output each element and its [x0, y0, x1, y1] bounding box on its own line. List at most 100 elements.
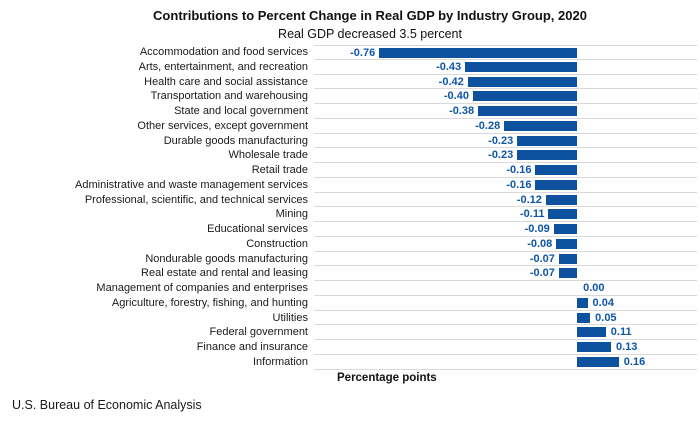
chart-row: Accommodation and food services -0.76: [0, 45, 697, 60]
row-plot-area: 0.04: [314, 296, 697, 311]
chart-row: Arts, entertainment, and recreation -0.43: [0, 60, 697, 75]
category-label: Federal government: [209, 326, 308, 339]
bar: [558, 253, 578, 264]
value-label: -0.23: [488, 134, 514, 147]
category-label: Arts, entertainment, and recreation: [138, 60, 308, 73]
chart-row: Health care and social assistance -0.42: [0, 75, 697, 90]
category-label: State and local government: [174, 105, 308, 117]
chart-row: Educational services -0.09: [0, 222, 697, 237]
chart-row: Information 0.16: [0, 355, 697, 370]
value-label: 0.11: [610, 326, 632, 339]
bar: [535, 179, 578, 190]
bar: [553, 224, 578, 234]
category-label: Wholesale trade: [228, 149, 309, 162]
category-label: Management of companies and enterprises: [96, 282, 308, 294]
value-label: -0.38: [449, 105, 475, 117]
category-label: Educational services: [207, 223, 308, 235]
chart-row: Construction -0.08: [0, 237, 697, 252]
bar: [548, 209, 578, 220]
row-plot-area: -0.38: [314, 104, 697, 119]
category-label: Agriculture, forestry, fishing, and hunt…: [111, 296, 308, 309]
value-label: 0.00: [583, 282, 605, 294]
value-label: 0.04: [592, 296, 614, 309]
chart-row: Nondurable goods manufacturing -0.07: [0, 252, 697, 267]
source-note: U.S. Bureau of Economic Analysis: [12, 398, 202, 412]
chart-row: State and local government -0.38: [0, 104, 697, 119]
row-plot-area: -0.28: [314, 119, 697, 134]
row-plot-area: -0.07: [314, 266, 697, 281]
value-label: -0.11: [520, 208, 545, 221]
row-plot-area: -0.09: [314, 222, 697, 237]
value-label: -0.40: [443, 90, 469, 103]
bar: [545, 194, 578, 205]
bar: [465, 61, 578, 72]
category-label: Mining: [275, 208, 308, 221]
value-label: -0.12: [516, 193, 542, 206]
row-plot-area: -0.40: [314, 89, 697, 104]
bar: [535, 165, 578, 175]
category-label: Finance and insurance: [196, 341, 308, 353]
bar: [577, 297, 588, 308]
value-label: -0.16: [506, 178, 532, 191]
bar: [478, 106, 578, 116]
row-plot-area: 0.13: [314, 340, 697, 355]
chart-row: Management of companies and enterprises 0…: [0, 281, 697, 296]
category-label: Utilities: [272, 311, 308, 324]
chart-row: Finance and insurance 0.13: [0, 340, 697, 355]
chart-row: Wholesale trade -0.23: [0, 148, 697, 163]
bar: [517, 135, 578, 146]
bar: [467, 76, 578, 87]
row-plot-area: 0.05: [314, 311, 697, 326]
bar: [577, 356, 619, 367]
category-label: Nondurable goods manufacturing: [145, 252, 308, 265]
row-plot-area: -0.07: [314, 252, 697, 267]
value-label: -0.07: [529, 267, 555, 280]
value-label: -0.28: [475, 119, 501, 132]
row-plot-area: -0.11: [314, 207, 697, 222]
chart-row: Retail trade -0.16: [0, 163, 697, 178]
chart-row: Real estate and rental and leasing -0.07: [0, 266, 697, 281]
value-label: 0.13: [615, 341, 638, 353]
row-plot-area: -0.76: [314, 45, 697, 60]
bar: [577, 342, 611, 352]
value-label: -0.76: [350, 47, 376, 59]
bar: [379, 48, 578, 58]
chart-subtitle: Real GDP decreased 3.5 percent: [278, 27, 462, 41]
chart-row: Agriculture, forestry, fishing, and hunt…: [0, 296, 697, 311]
row-plot-area: -0.12: [314, 193, 697, 208]
value-label: -0.07: [529, 252, 555, 265]
bar: [556, 238, 578, 249]
chart-row: Professional, scientific, and technical …: [0, 193, 697, 208]
row-plot-area: -0.43: [314, 60, 697, 75]
category-label: Information: [252, 355, 308, 368]
chart-row: Administrative and waste management serv…: [0, 178, 697, 193]
value-label: -0.43: [436, 60, 462, 73]
chart-row: Durable goods manufacturing -0.23: [0, 134, 697, 149]
value-label: -0.23: [488, 149, 514, 162]
value-label: 0.05: [595, 311, 617, 324]
bar-chart-plot-area: Accommodation and food services -0.76 Arts…: [0, 45, 697, 370]
category-label: Other services, except government: [137, 119, 308, 132]
chart-row: Utilities 0.05: [0, 311, 697, 326]
category-label: Transportation and warehousing: [150, 90, 308, 103]
chart-row: Mining -0.11: [0, 207, 697, 222]
chart-row: Other services, except government -0.28: [0, 119, 697, 134]
category-label: Construction: [246, 237, 308, 250]
category-label: Professional, scientific, and technical …: [84, 193, 308, 206]
value-label: -0.08: [527, 237, 553, 250]
row-plot-area: 0.00: [314, 281, 697, 296]
chart-header: Contributions to Percent Change in Real …: [40, 8, 700, 41]
value-label: -0.09: [524, 223, 550, 235]
bar: [577, 327, 606, 338]
chart-row: Federal government 0.11: [0, 325, 697, 340]
category-label: Administrative and waste management serv…: [75, 178, 308, 191]
x-axis-title: Percentage points: [337, 372, 437, 384]
bar: [577, 312, 591, 323]
category-label: Retail trade: [251, 164, 308, 176]
row-plot-area: -0.42: [314, 75, 697, 90]
category-label: Durable goods manufacturing: [163, 134, 308, 147]
row-plot-area: 0.11: [314, 325, 697, 340]
bar: [472, 91, 578, 102]
bar: [517, 150, 578, 161]
value-label: -0.42: [438, 75, 464, 88]
